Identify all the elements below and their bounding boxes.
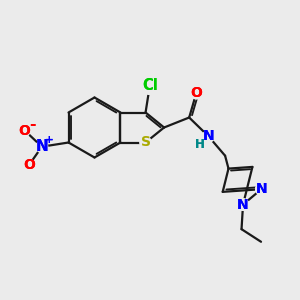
Text: O: O: [23, 158, 35, 172]
Circle shape: [18, 125, 29, 137]
Circle shape: [140, 137, 151, 148]
Text: N: N: [256, 182, 267, 196]
Text: N: N: [203, 129, 214, 143]
Text: -: -: [29, 117, 35, 132]
Circle shape: [190, 87, 202, 99]
Text: N: N: [237, 198, 249, 212]
Circle shape: [190, 87, 202, 99]
Text: O: O: [18, 124, 30, 138]
Text: -: -: [29, 117, 35, 132]
Circle shape: [141, 77, 158, 94]
Circle shape: [237, 199, 249, 210]
Text: O: O: [190, 86, 202, 100]
Circle shape: [36, 141, 47, 152]
Circle shape: [23, 160, 35, 171]
Text: Cl: Cl: [142, 78, 158, 93]
Text: +: +: [45, 135, 54, 145]
Text: O: O: [23, 158, 35, 172]
Text: O: O: [18, 124, 30, 138]
Text: S: S: [141, 136, 151, 149]
Text: N: N: [35, 139, 48, 154]
Text: H: H: [195, 138, 205, 151]
Text: N: N: [237, 198, 249, 212]
Circle shape: [256, 184, 267, 195]
Circle shape: [36, 141, 47, 152]
Text: N: N: [256, 182, 267, 196]
Circle shape: [256, 184, 267, 195]
Text: Cl: Cl: [142, 78, 158, 93]
Circle shape: [18, 125, 29, 137]
Circle shape: [203, 130, 214, 142]
Text: N: N: [203, 129, 214, 143]
Circle shape: [23, 160, 35, 171]
Text: +: +: [45, 135, 54, 145]
Text: N: N: [35, 139, 48, 154]
Circle shape: [203, 130, 214, 142]
Circle shape: [237, 199, 249, 210]
Text: H: H: [195, 138, 205, 151]
Circle shape: [141, 77, 158, 94]
Text: O: O: [190, 86, 202, 100]
